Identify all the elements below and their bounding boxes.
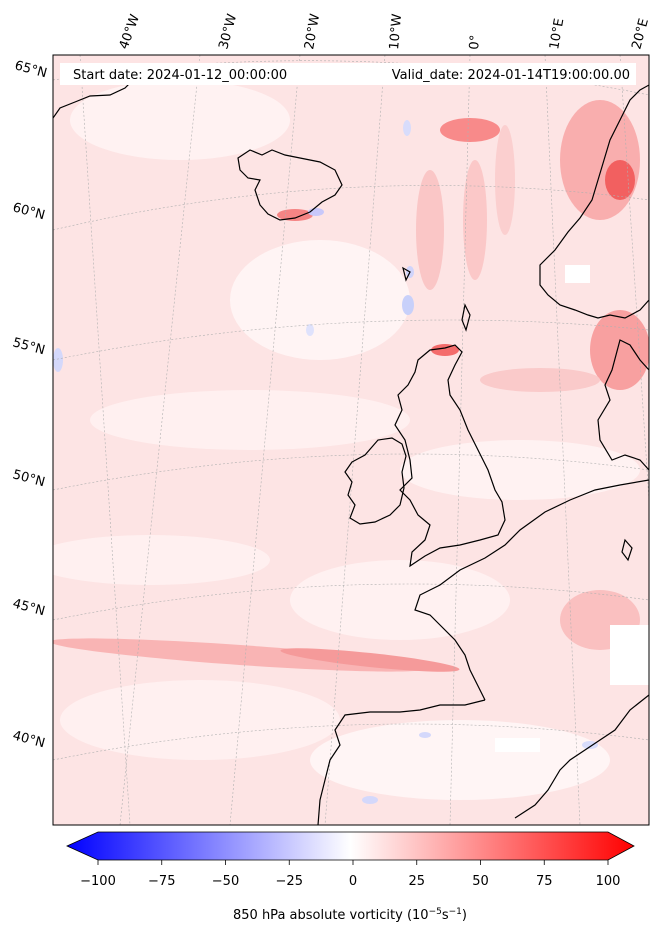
coastline: [53, 69, 649, 825]
lat-label: 45°N: [11, 596, 47, 619]
lon-label: 20°E: [629, 17, 652, 51]
vorticity-field: [53, 55, 649, 825]
latitude-labels: 65°N 60°N 55°N 50°N 45°N 40°N: [11, 58, 49, 751]
colorbar-tick-label: 50: [472, 874, 489, 889]
lon-label: 10°E: [547, 17, 567, 50]
colorbar-tick-label: 25: [408, 874, 425, 889]
colorbar-tick-label: −25: [276, 874, 303, 889]
colorbar-tick-label: −75: [148, 874, 175, 889]
lat-label: 65°N: [13, 58, 49, 81]
valid-date-text: Valid_date: 2024-01-14T19:00:00.00: [392, 68, 630, 83]
lon-label: 10°W: [387, 13, 405, 50]
lat-label: 55°N: [11, 335, 47, 358]
lat-label: 40°N: [11, 728, 47, 751]
colorbar: −100 −75 −50 −25 0 25 50 75 100 850 hPa absolute…: [66, 831, 635, 923]
colorbar-tick-label: 75: [536, 874, 553, 889]
lat-label: 50°N: [11, 467, 47, 490]
colorbar-tick-label: −50: [212, 874, 239, 889]
colorbar-ticks: −100 −75 −50 −25 0 25 50 75 100: [80, 860, 620, 889]
header-bar: [60, 63, 636, 85]
lat-label: 60°N: [11, 200, 47, 223]
longitude-labels: 40°W 30°W 20°W 10°W 0° 10°E 20°E: [117, 12, 652, 51]
colorbar-gradient: [66, 831, 635, 861]
graticule: [53, 55, 649, 825]
map-border: [52, 54, 650, 826]
lon-label: 0°: [467, 34, 483, 50]
colorbar-label: 850 hPa absolute vorticity (10−5s−1): [233, 907, 467, 923]
colorbar-tick-label: 100: [596, 874, 621, 889]
lon-label: 30°W: [216, 12, 240, 51]
lon-label: 20°W: [302, 13, 323, 51]
start-date-text: Start date: 2024-01-12_00:00:00: [73, 68, 287, 83]
lon-label: 40°W: [117, 12, 143, 51]
colorbar-tick-label: −100: [80, 874, 116, 889]
colorbar-tick-label: 0: [349, 874, 357, 889]
